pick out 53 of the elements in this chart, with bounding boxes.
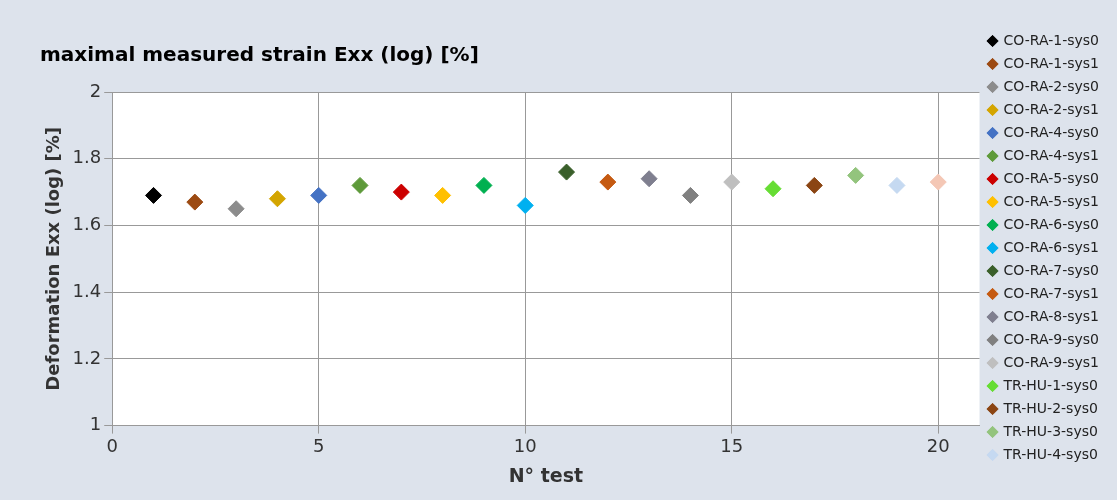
- legend-label: TR-HU-4-sys0: [1002, 445, 1098, 462]
- legend-label: CO-RA-6-sys0: [1003, 215, 1100, 232]
- point: [310, 186, 328, 204]
- legend-label: CO-RA-2-sys1: [1003, 100, 1100, 117]
- legend-label: CO-RA-2-sys0: [1003, 77, 1100, 94]
- x-axis-title: N° test: [508, 463, 584, 486]
- point: [392, 183, 410, 201]
- legend-label: CO-RA-5-sys0: [1003, 169, 1100, 186]
- legend-label: CO-RA-7-sys1: [1003, 284, 1100, 301]
- legend-label: CO-RA-9-sys1: [1003, 353, 1100, 370]
- y-tick-label: 1.4: [72, 279, 102, 301]
- x-tick-label: 5: [313, 435, 325, 457]
- point: [764, 180, 782, 198]
- y-tick-label: 1.6: [72, 213, 102, 235]
- legend-label: CO-RA-1-sys1: [1003, 54, 1100, 71]
- point: [681, 186, 699, 204]
- chart-title: maximal measured strain Exx (log) [%]: [40, 42, 479, 67]
- point: [227, 200, 245, 218]
- point: [558, 163, 576, 181]
- legend-label: CO-RA-6-sys1: [1003, 238, 1100, 255]
- y-tick-label: 1.2: [72, 346, 102, 368]
- point: [929, 173, 947, 191]
- point: [516, 196, 534, 214]
- legend-label: CO-RA-1-sys0: [1003, 31, 1100, 48]
- x-tick-label: 0: [106, 435, 118, 457]
- legend-label: TR-HU-1-sys0: [1002, 376, 1098, 393]
- point: [847, 166, 865, 184]
- legend-label: CO-RA-8-sys1: [1003, 307, 1100, 324]
- x-tick-label: 15: [720, 435, 744, 457]
- point: [723, 173, 741, 191]
- legend-label: CO-RA-7-sys0: [1003, 261, 1100, 278]
- point: [268, 190, 286, 208]
- x-tick-label: 10: [513, 435, 537, 457]
- x-tick-label: 20: [926, 435, 950, 457]
- legend-label: CO-RA-4-sys0: [1003, 123, 1100, 140]
- y-tick-label: 1: [89, 413, 102, 435]
- legend-label: CO-RA-4-sys1: [1003, 146, 1100, 163]
- point: [640, 170, 658, 188]
- point: [805, 176, 823, 194]
- point: [186, 193, 204, 211]
- y-tick-label: 2: [89, 79, 102, 101]
- y-tick-label: 1.8: [72, 146, 102, 168]
- point: [475, 176, 493, 194]
- legend-label: CO-RA-5-sys1: [1003, 192, 1100, 209]
- y-axis-title: Deformation Exx (log) [%]: [42, 126, 64, 391]
- point: [888, 176, 906, 194]
- point: [351, 176, 369, 194]
- point: [145, 186, 163, 204]
- legend-label: TR-HU-2-sys0: [1002, 399, 1098, 416]
- point: [599, 173, 617, 191]
- point: [434, 186, 452, 204]
- legend-label: TR-HU-3-sys0: [1002, 422, 1098, 439]
- legend-label: CO-RA-9-sys0: [1003, 330, 1100, 347]
